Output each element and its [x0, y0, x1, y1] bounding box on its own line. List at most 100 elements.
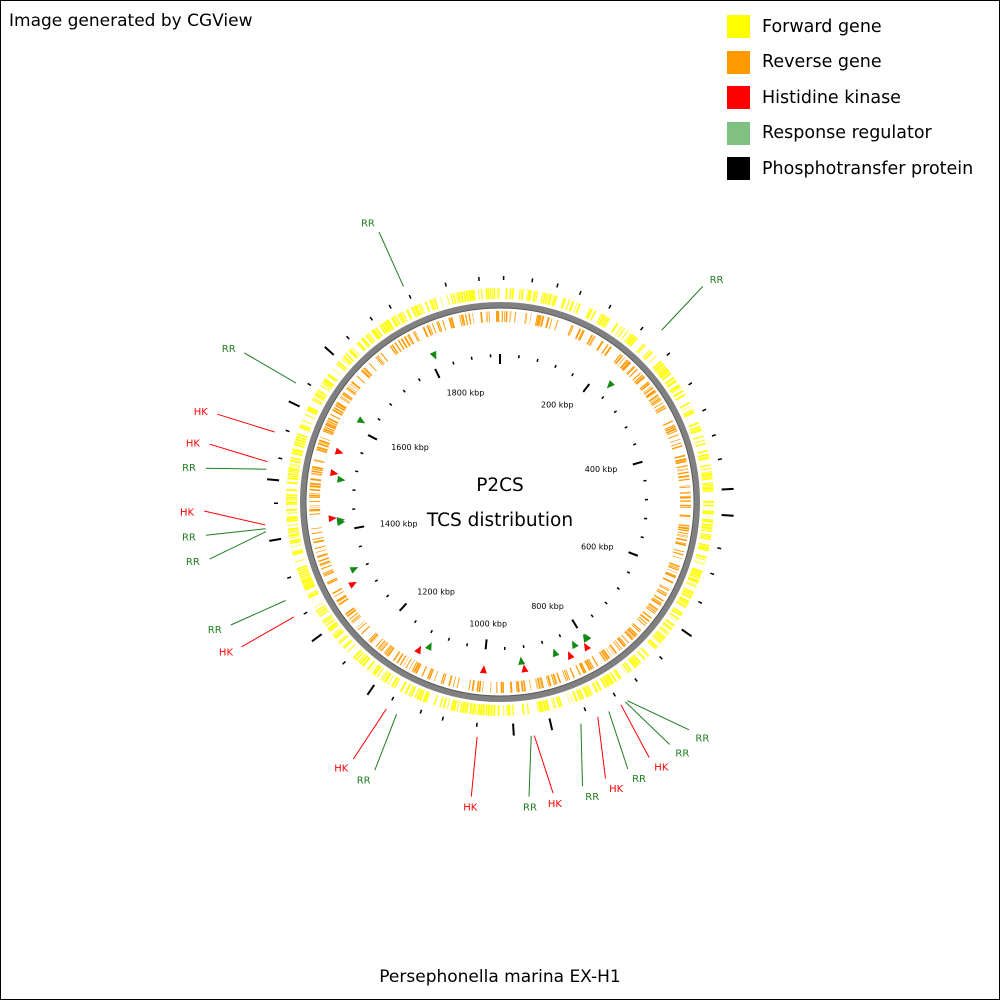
rr-callout-label: RR	[710, 275, 724, 286]
forward-gene	[474, 703, 477, 715]
forward-gene	[288, 470, 300, 474]
forward-gene	[433, 694, 439, 706]
reverse-gene	[342, 393, 352, 401]
forward-gene	[418, 303, 424, 315]
legend-item: Response regulator	[727, 116, 973, 152]
reverse-gene	[316, 553, 328, 558]
reverse-gene	[613, 641, 621, 651]
forward-gene	[568, 300, 575, 312]
forward-gene	[640, 648, 649, 657]
reverse-gene	[638, 616, 648, 625]
ruler-major-tick	[398, 602, 408, 612]
reverse-gene	[315, 549, 327, 553]
reverse-gene	[628, 627, 638, 636]
reverse-gene	[327, 579, 338, 585]
forward-gene	[316, 607, 327, 614]
callout-line	[608, 711, 629, 770]
forward-gene	[381, 671, 389, 681]
forward-gene	[503, 705, 505, 717]
reverse-gene	[545, 675, 550, 687]
reverse-gene	[671, 555, 683, 560]
reverse-gene	[657, 588, 668, 595]
reverse-gene	[601, 344, 609, 354]
forward-gene	[585, 307, 591, 319]
reverse-gene	[539, 677, 543, 689]
forward-gene	[299, 573, 311, 579]
forward-gene	[285, 500, 297, 501]
forward-gene	[621, 330, 629, 340]
forward-gene	[287, 475, 299, 478]
forward-gene	[670, 385, 681, 393]
forward-gene	[419, 690, 425, 701]
forward-gene	[301, 576, 312, 583]
forward-gene	[657, 367, 668, 376]
legend-label: Response regulator	[762, 123, 932, 144]
reverse-gene	[414, 330, 421, 341]
forward-gene	[361, 338, 369, 348]
reverse-gene	[648, 602, 659, 611]
forward-gene	[553, 295, 558, 307]
callout-line	[533, 735, 554, 794]
callout-line	[217, 413, 275, 433]
forward-gene	[550, 294, 554, 306]
forward-gene	[621, 664, 629, 674]
forward-gene	[602, 317, 610, 328]
forward-gene	[590, 310, 597, 321]
forward-gene	[327, 622, 338, 631]
forward-gene	[694, 561, 705, 565]
forward-gene	[323, 380, 334, 388]
reverse-gene	[679, 496, 691, 499]
hk-marker	[329, 469, 339, 477]
reverse-gene	[675, 541, 687, 545]
forward-gene	[697, 547, 709, 552]
forward-gene	[286, 488, 298, 492]
forward-gene	[694, 439, 705, 444]
reverse-gene	[471, 680, 475, 692]
reverse-gene	[622, 362, 632, 372]
forward-gene	[701, 477, 713, 480]
forward-gene	[287, 523, 299, 527]
outer-tick	[717, 458, 722, 461]
reverse-gene	[677, 528, 689, 532]
forward-gene	[450, 293, 454, 305]
reverse-gene	[440, 673, 445, 684]
ruler-minor-tick	[385, 594, 390, 598]
forward-gene	[647, 640, 657, 649]
reverse-gene	[605, 647, 613, 657]
reverse-gene	[403, 336, 411, 347]
forward-gene	[681, 592, 692, 599]
forward-gene	[698, 545, 710, 548]
reverse-gene	[635, 375, 645, 384]
forward-gene	[452, 293, 457, 305]
forward-gene	[540, 292, 544, 304]
forward-gene	[287, 477, 299, 481]
forward-gene	[311, 398, 323, 406]
forward-gene	[573, 302, 578, 313]
reverse-gene	[421, 666, 428, 677]
reverse-gene	[679, 486, 691, 489]
forward-gene	[665, 378, 676, 386]
forward-gene	[601, 316, 608, 327]
reverse-gene	[631, 624, 641, 633]
forward-gene	[691, 567, 703, 573]
forward-gene	[643, 351, 654, 361]
forward-gene	[450, 699, 455, 711]
forward-gene	[701, 523, 713, 527]
reverse-gene	[309, 493, 321, 495]
forward-gene	[307, 407, 318, 414]
reverse-gene	[596, 340, 604, 351]
ruler-major-tick	[571, 619, 579, 629]
legend-item: Histidine kinase	[727, 80, 973, 116]
forward-gene	[286, 494, 298, 497]
reverse-gene	[617, 357, 626, 366]
forward-gene	[536, 701, 539, 713]
rr-callout-label: RR	[182, 463, 196, 474]
reverse-gene	[618, 636, 627, 646]
forward-gene	[627, 335, 636, 346]
forward-gene	[383, 321, 392, 332]
reverse-gene	[665, 427, 677, 434]
forward-gene	[597, 314, 605, 326]
reverse-gene	[534, 314, 539, 326]
forward-gene	[390, 317, 398, 328]
